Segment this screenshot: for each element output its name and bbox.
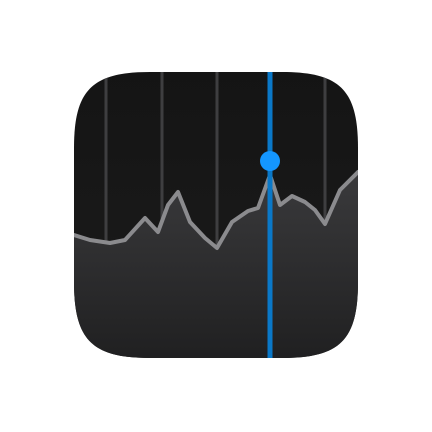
chart-area-fill: [74, 172, 358, 358]
cursor-marker: [260, 151, 280, 171]
price-line: [74, 170, 358, 250]
